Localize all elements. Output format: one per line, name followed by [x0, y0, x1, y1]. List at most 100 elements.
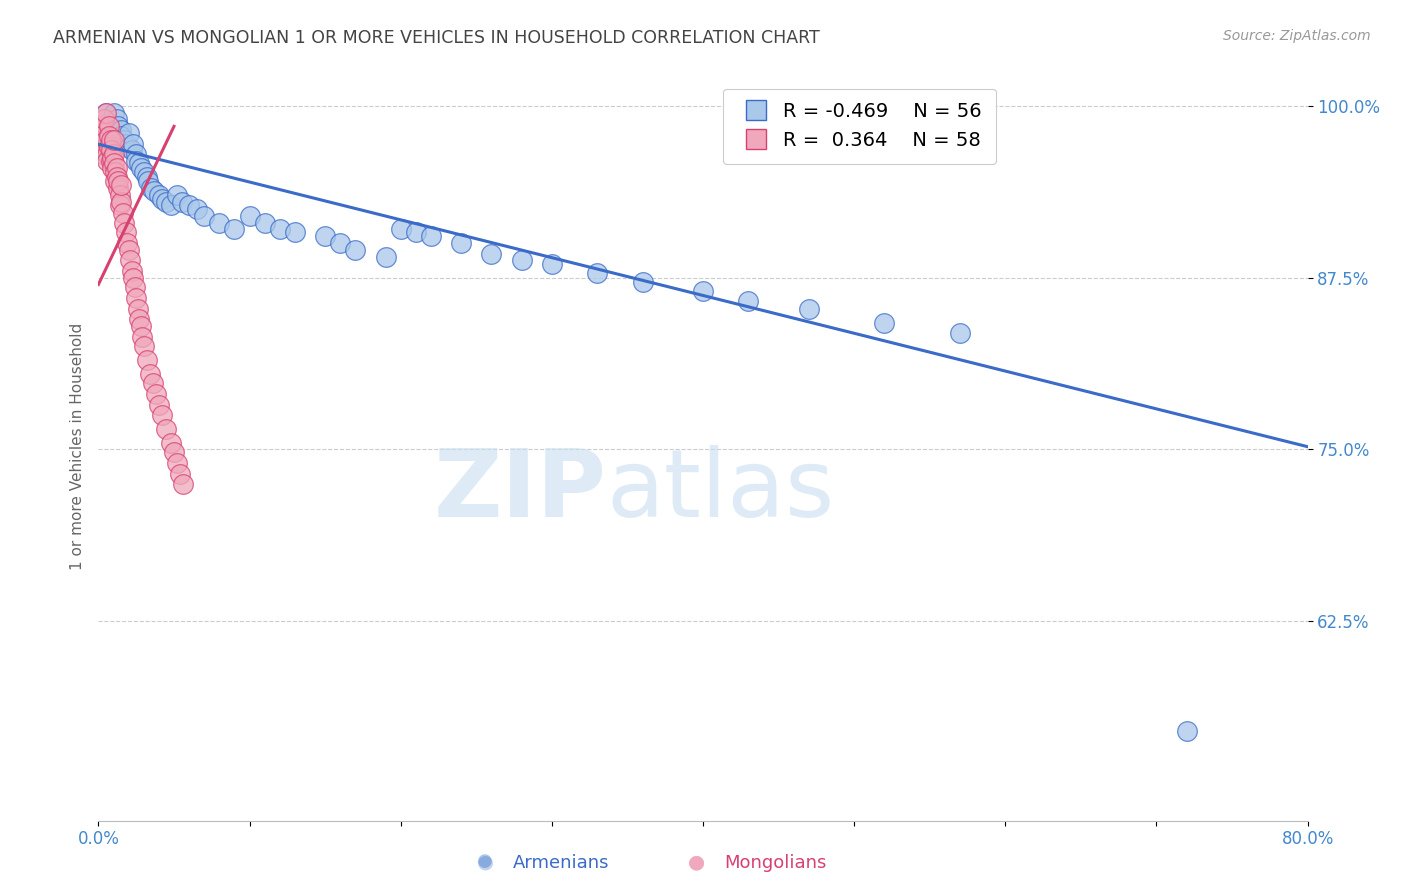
- Point: [374, 250, 396, 264]
- Point: [132, 339, 155, 353]
- Point: [94, 140, 117, 154]
- Point: [120, 252, 142, 267]
- Point: [450, 236, 472, 251]
- Point: [155, 194, 177, 209]
- Point: [91, 133, 114, 147]
- Point: [121, 263, 143, 277]
- Point: [797, 302, 820, 317]
- Text: Armenians: Armenians: [513, 855, 610, 872]
- Point: [131, 329, 153, 343]
- Point: [172, 476, 194, 491]
- Point: [114, 137, 136, 152]
- Point: [107, 181, 129, 195]
- Point: [737, 293, 759, 308]
- Point: [103, 146, 125, 161]
- Point: [314, 229, 336, 244]
- Point: [186, 202, 208, 216]
- Point: [129, 318, 152, 333]
- Point: [101, 161, 124, 175]
- Legend: R = -0.469    N = 56, R =  0.364    N = 58: R = -0.469 N = 56, R = 0.364 N = 58: [723, 88, 995, 163]
- Point: [98, 140, 121, 154]
- Point: [107, 120, 129, 134]
- Point: [169, 467, 191, 482]
- Point: [208, 216, 231, 230]
- Point: [114, 225, 136, 239]
- Point: [160, 198, 183, 212]
- Point: [94, 133, 117, 147]
- Point: [96, 153, 118, 168]
- Point: [136, 174, 159, 188]
- Point: [122, 270, 145, 285]
- Point: [389, 222, 412, 236]
- Point: [139, 367, 162, 381]
- Point: [166, 456, 188, 470]
- Point: [90, 120, 112, 134]
- Text: Source: ZipAtlas.com: Source: ZipAtlas.com: [1223, 29, 1371, 43]
- Point: [104, 165, 127, 179]
- Point: [107, 174, 129, 188]
- Point: [124, 280, 146, 294]
- Point: [329, 236, 352, 251]
- Point: [193, 209, 215, 223]
- Point: [128, 311, 150, 326]
- Point: [94, 105, 117, 120]
- Point: [103, 156, 125, 170]
- Point: [96, 146, 118, 161]
- Point: [125, 146, 148, 161]
- Point: [127, 302, 149, 317]
- Point: [166, 188, 188, 202]
- Point: [105, 170, 128, 185]
- Point: [949, 326, 972, 340]
- Point: [142, 376, 165, 391]
- Point: [100, 143, 122, 157]
- Point: [112, 133, 135, 147]
- Point: [93, 126, 115, 140]
- Point: [179, 198, 201, 212]
- Point: [110, 128, 132, 143]
- Point: [103, 133, 125, 147]
- Point: [101, 151, 124, 165]
- Point: [118, 140, 141, 154]
- Point: [128, 156, 150, 170]
- Point: [692, 285, 714, 299]
- Point: [163, 445, 186, 459]
- Point: [125, 291, 148, 305]
- Text: ●: ●: [477, 852, 494, 870]
- Point: [148, 188, 170, 202]
- Point: [129, 161, 152, 175]
- Point: [253, 216, 276, 230]
- Point: [122, 137, 145, 152]
- Point: [631, 275, 654, 289]
- Point: [98, 120, 121, 134]
- Point: [284, 225, 307, 239]
- Point: [105, 161, 128, 175]
- Point: [224, 222, 246, 236]
- Text: ●: ●: [477, 852, 494, 871]
- Point: [118, 243, 141, 257]
- Point: [110, 178, 132, 193]
- Point: [105, 112, 128, 127]
- Point: [108, 188, 131, 202]
- Text: atlas: atlas: [606, 445, 835, 537]
- Point: [239, 209, 262, 223]
- Point: [344, 243, 367, 257]
- Point: [121, 143, 143, 157]
- Point: [155, 422, 177, 436]
- Y-axis label: 1 or more Vehicles in Household: 1 or more Vehicles in Household: [69, 322, 84, 570]
- Text: ●: ●: [688, 852, 704, 871]
- Point: [873, 316, 896, 330]
- Point: [98, 128, 121, 143]
- Point: [143, 184, 166, 198]
- Point: [141, 181, 163, 195]
- Point: [110, 123, 132, 137]
- Text: ZIP: ZIP: [433, 445, 606, 537]
- Text: ARMENIAN VS MONGOLIAN 1 OR MORE VEHICLES IN HOUSEHOLD CORRELATION CHART: ARMENIAN VS MONGOLIAN 1 OR MORE VEHICLES…: [53, 29, 820, 46]
- Point: [91, 146, 114, 161]
- Point: [110, 194, 132, 209]
- Point: [510, 252, 533, 267]
- Point: [93, 112, 115, 127]
- Point: [100, 133, 122, 147]
- Point: [98, 115, 121, 129]
- Point: [150, 192, 173, 206]
- Point: [405, 225, 427, 239]
